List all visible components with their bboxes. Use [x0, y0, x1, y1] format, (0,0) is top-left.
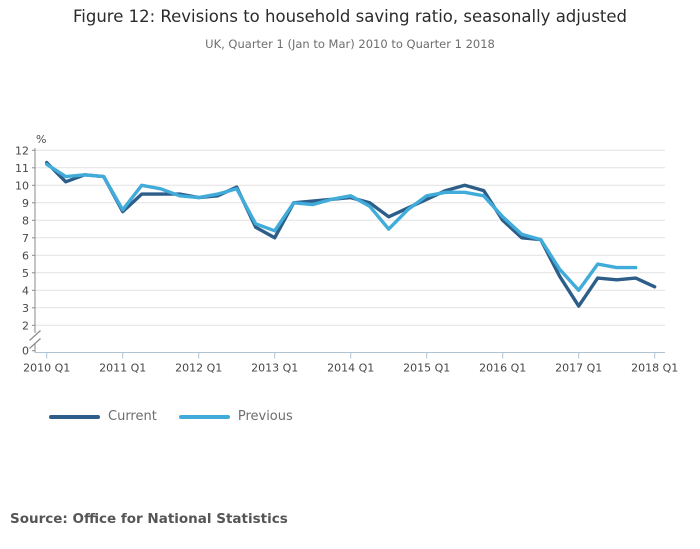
y-axis-tick-label: 6 [22, 249, 29, 262]
series-line-previous [45, 162, 638, 292]
x-axis-tick-label: 2014 Q1 [327, 362, 374, 375]
y-axis-tick-label: 12 [15, 144, 29, 157]
legend-item-previous[interactable]: Previous [178, 409, 293, 424]
figure-subtitle: UK, Quarter 1 (Jan to Mar) 2010 to Quart… [205, 37, 495, 51]
x-axis-tick-label: 2015 Q1 [403, 362, 450, 375]
x-axis-tick-label: 2016 Q1 [479, 362, 526, 375]
x-axis-tick-label: 2018 Q1 [631, 362, 678, 375]
y-axis-tick-label: 2 [22, 319, 29, 332]
y-axis-tick-label: 5 [22, 267, 29, 280]
x-axis-tick-label: 2010 Q1 [23, 362, 70, 375]
x-axis-tick-label: 2011 Q1 [99, 362, 146, 375]
x-axis-tick-label: 2017 Q1 [555, 362, 602, 375]
axis-break-icon [29, 338, 41, 349]
line-chart: 12 11 10 9 8 7 6 5 4 3 2 0 2010 Q1 2011 Q1 2012 Q1 2013… [15, 144, 678, 375]
y-axis-tick-label: 8 [22, 214, 29, 227]
y-axis-tick-label: 3 [22, 302, 29, 315]
series-line-current [45, 160, 657, 308]
legend-label-previous: Previous [237, 409, 293, 424]
y-axis-unit-label: % [36, 133, 47, 146]
legend: Current Previous [49, 409, 315, 424]
y-axis-tick-label: 9 [22, 197, 29, 210]
x-axis-tick-label: 2012 Q1 [175, 362, 222, 375]
figure-title: Figure 12: Revisions to household saving… [72, 7, 628, 26]
legend-item-current[interactable]: Current [49, 409, 157, 424]
y-axis-tick-label: 10 [15, 179, 29, 192]
source-note: Source: Office for National Statistics [10, 511, 288, 527]
y-axis-tick-label: 4 [22, 284, 29, 297]
legend-line-current-icon [49, 414, 100, 419]
axis-break-icon [29, 330, 41, 341]
x-axis-tick-label: 2013 Q1 [251, 362, 298, 375]
y-axis-tick-label: 7 [22, 232, 29, 245]
legend-label-current: Current [108, 409, 157, 424]
y-axis-tick-label: 0 [22, 345, 29, 358]
legend-line-previous-icon [178, 414, 230, 419]
y-axis-tick-label: 11 [15, 162, 29, 175]
